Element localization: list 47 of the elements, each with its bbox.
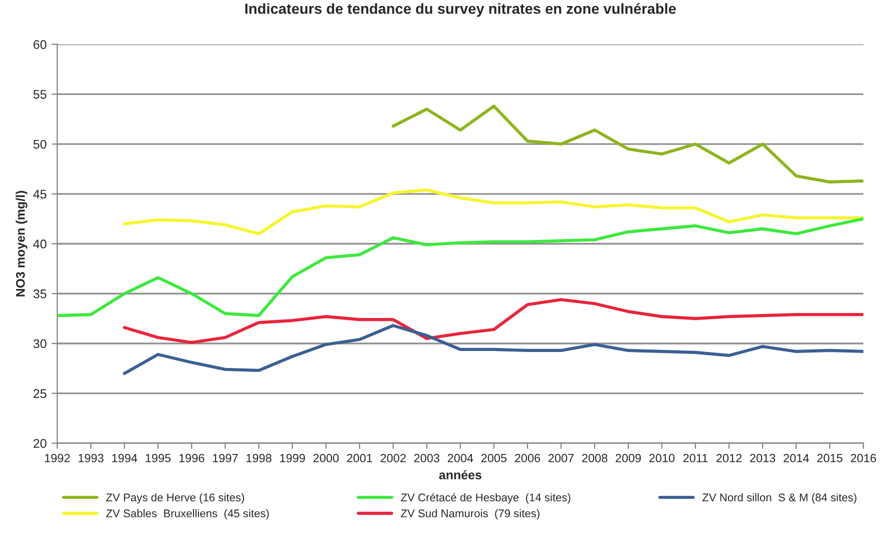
x-tick-label: 2011 [683, 454, 708, 462]
line-series [122, 324, 864, 375]
x-tick-label: 1999 [280, 454, 305, 462]
line-series [122, 188, 864, 236]
x-tick-label: 1993 [78, 454, 104, 462]
x-tick-label: 2014 [784, 454, 809, 462]
x-tick-label: 2005 [481, 454, 507, 462]
x-tick-label: 2000 [313, 454, 339, 462]
x-tick-label: 1995 [146, 454, 171, 462]
legend-label: ZV Pays de Herve (16 sites) [106, 493, 244, 504]
x-tick-label: 2006 [514, 454, 540, 462]
x-tick-label: 2007 [548, 454, 574, 462]
y-tick-label: 35 [33, 289, 46, 298]
y-tick-label: 30 [33, 339, 46, 348]
chart-title: Indicateurs de tendance du survey nitrates en zone vulnérable [245, 3, 676, 17]
x-tick-label: 2010 [649, 454, 675, 462]
x-tick-label: 2009 [616, 454, 641, 462]
x-tick-label: 2003 [414, 454, 440, 462]
x-tick-label: 2015 [817, 454, 842, 462]
line-series [57, 217, 864, 318]
y-tick-label: 50 [33, 140, 46, 149]
x-tick-label: 1992 [45, 454, 70, 462]
x-tick-label: 2012 [716, 454, 742, 462]
y-tick-label: 55 [33, 90, 46, 99]
y-axis-title: NO3 moyen (mg/l) [16, 190, 28, 296]
x-tick-label: 1998 [246, 454, 272, 462]
x-tick-label: 1997 [212, 454, 238, 462]
line-series [122, 298, 864, 344]
legend-label: ZV Crétacé de Hesbaye (14 sites) [400, 493, 570, 504]
x-tick-label: 1996 [179, 454, 204, 462]
x-tick-label: 2004 [448, 454, 474, 462]
y-tick-label: 60 [34, 40, 46, 49]
legend-label: ZV Sables Bruxelliens (45 sites) [106, 509, 269, 520]
legend-label: ZV Nord sillon S & M (84 sites) [702, 493, 856, 504]
x-tick-label: 2008 [582, 454, 608, 462]
y-tick-label: 40 [33, 240, 46, 248]
y-tick-label: 45 [33, 190, 46, 199]
x-axis-title: années [439, 470, 482, 480]
y-tick-label: 25 [34, 389, 46, 398]
line-series [392, 104, 864, 184]
x-tick-label: 2001 [347, 454, 372, 462]
x-tick-label: 1994 [112, 454, 138, 462]
x-tick-label: 2002 [380, 454, 406, 462]
y-tick-label: 20 [34, 439, 46, 448]
x-tick-label: 2013 [750, 454, 776, 462]
legend-label: ZV Sud Namurois (79 sites) [400, 509, 540, 520]
x-tick-label: 2016 [850, 454, 876, 462]
